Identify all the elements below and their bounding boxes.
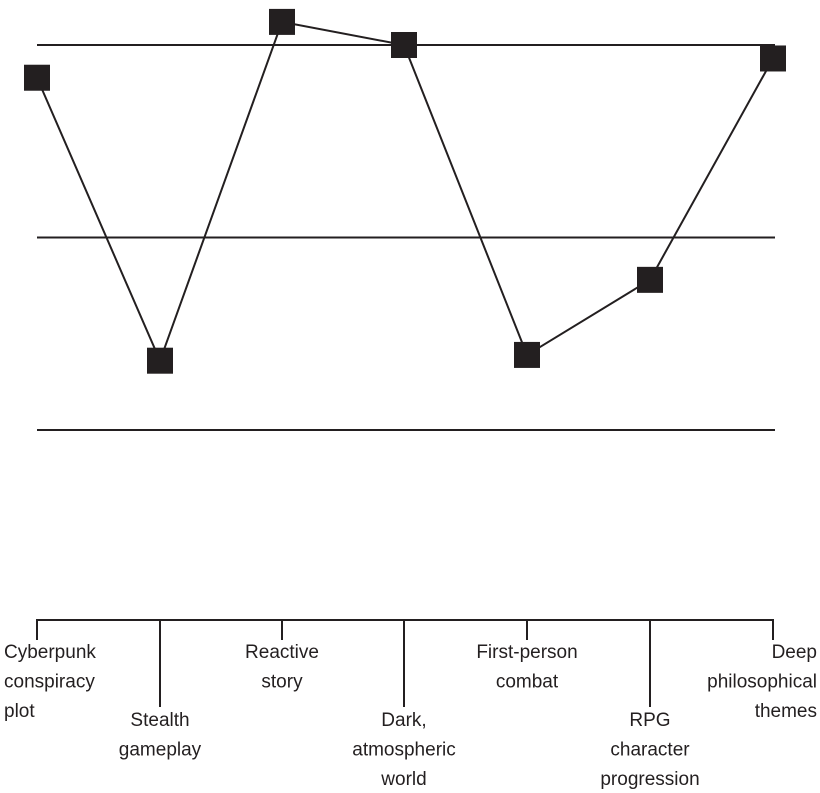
series-line [36, 20, 774, 364]
category-axis [36, 619, 774, 707]
category-label-3: Reactive story [245, 642, 319, 693]
category-label-line: gameplay [119, 740, 202, 761]
data-point-5 [514, 341, 540, 368]
category-label-line: plot [4, 701, 35, 722]
category-label-line: character [610, 740, 690, 761]
category-label-line: themes [755, 701, 817, 722]
category-labels: Cyberpunk conspiracy plot Stealth gameplay Re… [4, 642, 817, 790]
category-label-line: First-person [476, 642, 577, 663]
data-point-3 [269, 8, 295, 35]
category-label-line: story [261, 672, 303, 693]
category-label-line: philosophical [707, 672, 817, 693]
category-label-line: combat [496, 672, 559, 693]
data-markers [24, 8, 786, 374]
category-label-line: Deep [772, 642, 817, 663]
category-label-7: Deep philosophical themes [707, 642, 817, 722]
category-label-line: Dark, [381, 710, 426, 731]
data-point-1 [24, 64, 50, 91]
data-point-2 [147, 347, 173, 374]
data-point-7 [760, 45, 786, 72]
series-polyline [36, 20, 774, 364]
category-label-line: Stealth [130, 710, 189, 731]
category-label-line: RPG [629, 710, 670, 731]
category-label-line: progression [600, 769, 699, 790]
category-label-5: First-person combat [476, 642, 577, 693]
category-label-line: atmospheric [352, 740, 456, 761]
category-label-4: Dark, atmospheric world [352, 710, 456, 790]
category-label-6: RPG character progression [600, 710, 699, 790]
data-point-6 [637, 266, 663, 293]
category-label-2: Stealth gameplay [119, 710, 202, 761]
category-label-line: conspiracy [4, 672, 95, 693]
category-label-1: Cyberpunk conspiracy plot [4, 642, 96, 722]
category-label-line: Cyberpunk [4, 642, 96, 663]
category-label-line: world [380, 769, 426, 790]
category-label-line: Reactive [245, 642, 319, 663]
data-point-4 [391, 32, 417, 58]
